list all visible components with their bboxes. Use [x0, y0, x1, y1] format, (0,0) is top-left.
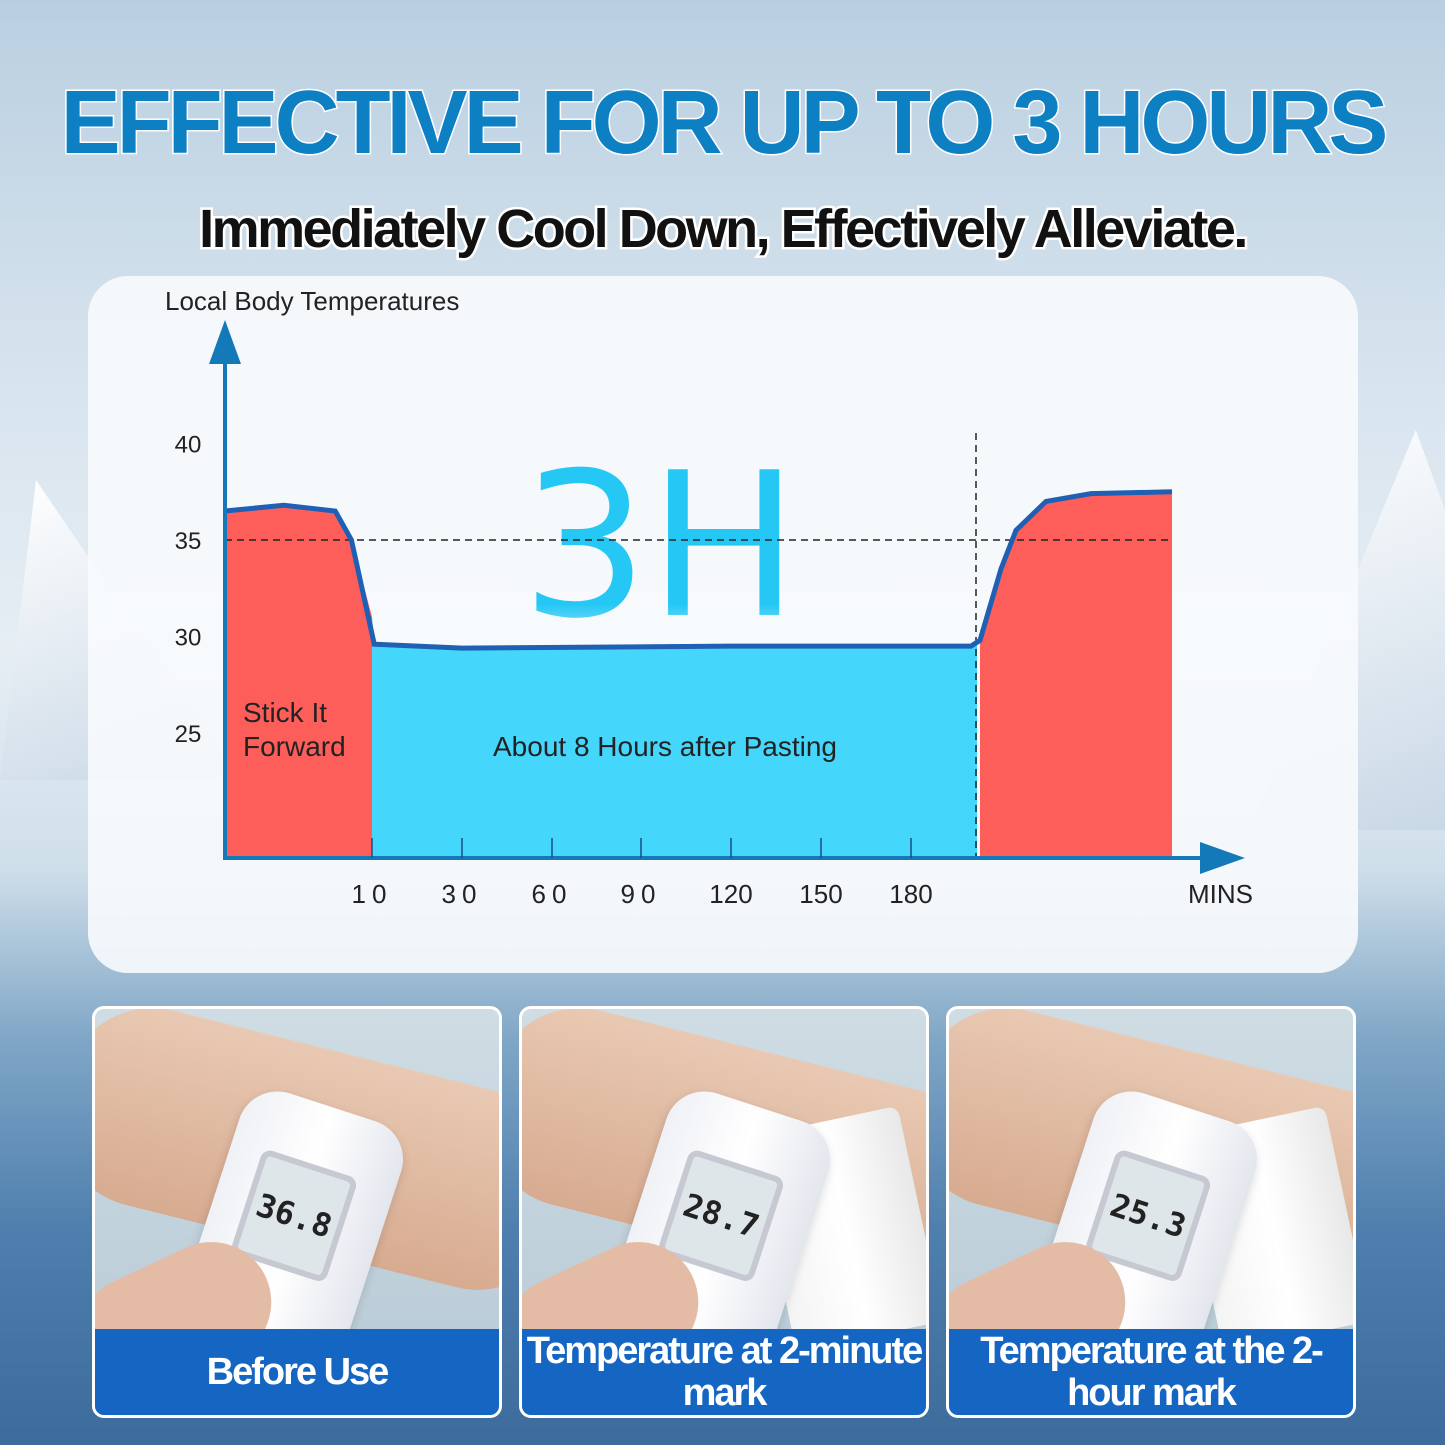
y-tick-label: 30 [175, 625, 202, 652]
y-axis-label: Local Body Temperatures [165, 286, 459, 316]
x-tick-label: 150 [799, 879, 842, 909]
x-tick-label: 90 [621, 879, 662, 909]
region-fill-0 [225, 505, 377, 858]
photo-caption: Temperature at 2-minute mark [522, 1329, 926, 1415]
photo-caption: Temperature at the 2-hour mark [949, 1329, 1353, 1415]
y-tick-label: 35 [175, 528, 202, 555]
x-tick-label: 120 [709, 879, 752, 909]
headline: EFFECTIVE FOR UP TO 3 HOURS [59, 72, 1390, 175]
x-tick-label: 30 [442, 879, 483, 909]
thermometer-photo: 25.3 Temperature at the 2-hour mark [946, 1006, 1356, 1418]
x-tick-label: 180 [889, 879, 932, 909]
x-axis-label: MINS [1188, 879, 1253, 909]
region-label-duration: About 8 Hours after Pasting [493, 731, 837, 762]
thermometer-photo: 28.7 Temperature at 2-minute mark [519, 1006, 929, 1418]
x-axis-arrow [1200, 842, 1245, 874]
x-tick-label: 60 [532, 879, 573, 909]
photo-caption: Before Use [95, 1329, 499, 1415]
region-label-stick: Stick It Forward [243, 697, 346, 762]
y-axis-arrow [209, 320, 241, 364]
temperature-curve [224, 489, 1173, 651]
temperature-chart: 3H 40 35 30 25 10 30 60 90 120 150 180 Local Body … [165, 286, 1253, 909]
thermometer-photo: 36.8 Before Use [92, 1006, 502, 1418]
x-tick-label: 10 [352, 879, 393, 909]
y-tick-label: 25 [175, 721, 202, 748]
big-3h-label: 3H [521, 430, 799, 663]
region-fill-1 [372, 616, 977, 858]
subheadline: Immediately Cool Down, Effectively Allev… [197, 197, 1251, 262]
y-tick-label: 40 [175, 432, 202, 459]
region-fill-2 [980, 491, 1172, 858]
